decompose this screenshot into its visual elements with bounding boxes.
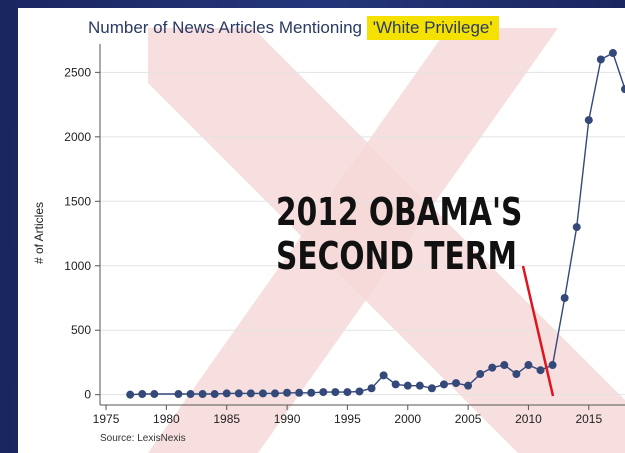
data-point <box>500 361 509 370</box>
data-series <box>126 49 625 399</box>
annotation-line-1: 2012 OBAMA'S <box>276 190 523 234</box>
data-point <box>427 384 436 393</box>
data-point <box>174 390 183 399</box>
y-tick-label: 500 <box>71 323 91 337</box>
watermark-band-2 <box>148 28 558 453</box>
source-note: Source: LexisNexis <box>100 433 186 444</box>
data-point <box>464 381 473 390</box>
data-point <box>512 370 521 379</box>
data-point <box>621 85 625 94</box>
data-point <box>210 390 219 399</box>
data-point <box>367 384 376 393</box>
x-tick-label: 1975 <box>93 412 120 426</box>
data-point <box>548 361 557 370</box>
data-point <box>307 388 316 397</box>
data-point <box>488 363 497 372</box>
annotation-text: 2012 OBAMA'S SECOND TERM <box>276 190 522 278</box>
x-tick-label: 2000 <box>394 412 421 426</box>
chart-panel: 1975 1980 1985 1990 1995 2000 2005 2010 2015 0 50… <box>18 8 625 453</box>
data-point <box>234 389 243 398</box>
data-point <box>258 389 267 398</box>
data-point <box>355 387 364 396</box>
x-tick-label: 2010 <box>515 412 542 426</box>
data-point <box>608 49 617 58</box>
data-point <box>319 388 328 397</box>
axes <box>99 44 625 406</box>
data-point <box>560 293 569 302</box>
data-point <box>379 371 388 380</box>
y-axis-ticks: 0 500 1000 1500 2000 2500 <box>64 65 100 402</box>
x-tick-label: 2005 <box>455 412 482 426</box>
data-point <box>476 370 485 379</box>
watermark-shape <box>148 28 625 453</box>
x-tick-label: 1995 <box>334 412 361 426</box>
data-point <box>452 379 461 388</box>
chart-title-prefix: Number of News Articles Mentioning <box>88 18 367 37</box>
annotation-line-2: SECOND TERM <box>276 234 518 278</box>
data-point <box>596 55 605 64</box>
x-tick-label: 1990 <box>274 412 301 426</box>
x-tick-label: 1985 <box>213 412 240 426</box>
data-point <box>584 116 593 125</box>
y-tick-label: 1500 <box>64 194 91 208</box>
data-point <box>439 380 448 389</box>
data-point <box>186 390 195 399</box>
y-tick-label: 2500 <box>64 65 91 79</box>
data-point <box>246 389 255 398</box>
data-point <box>198 390 207 399</box>
data-point <box>415 381 424 390</box>
y-tick-label: 0 <box>84 388 91 402</box>
data-point <box>331 388 340 397</box>
y-tick-label: 2000 <box>64 130 91 144</box>
data-point <box>271 389 279 398</box>
data-point <box>536 366 545 375</box>
data-point <box>295 388 304 397</box>
data-point <box>572 223 581 232</box>
y-axis-label: # of Articles <box>32 202 46 264</box>
data-point <box>524 361 533 370</box>
data-point <box>343 388 352 397</box>
x-tick-label: 1980 <box>153 412 180 426</box>
data-point <box>138 390 147 399</box>
x-axis-ticks: 1975 1980 1985 1990 1995 2000 2005 2010 2015 <box>93 405 602 426</box>
data-point <box>283 388 292 397</box>
data-point <box>150 390 159 399</box>
data-point <box>403 381 412 390</box>
data-point <box>126 390 135 399</box>
chart-title-highlight: 'White Privilege' <box>366 16 499 40</box>
chart-title: Number of News Articles Mentioning 'Whit… <box>88 16 499 40</box>
line-chart: 1975 1980 1985 1990 1995 2000 2005 2010 2015 0 50… <box>32 28 625 453</box>
x-tick-label: 2015 <box>575 412 602 426</box>
annotation-pointer <box>521 265 555 397</box>
y-tick-label: 1000 <box>64 259 91 273</box>
data-point <box>391 380 400 389</box>
data-point <box>222 389 231 398</box>
